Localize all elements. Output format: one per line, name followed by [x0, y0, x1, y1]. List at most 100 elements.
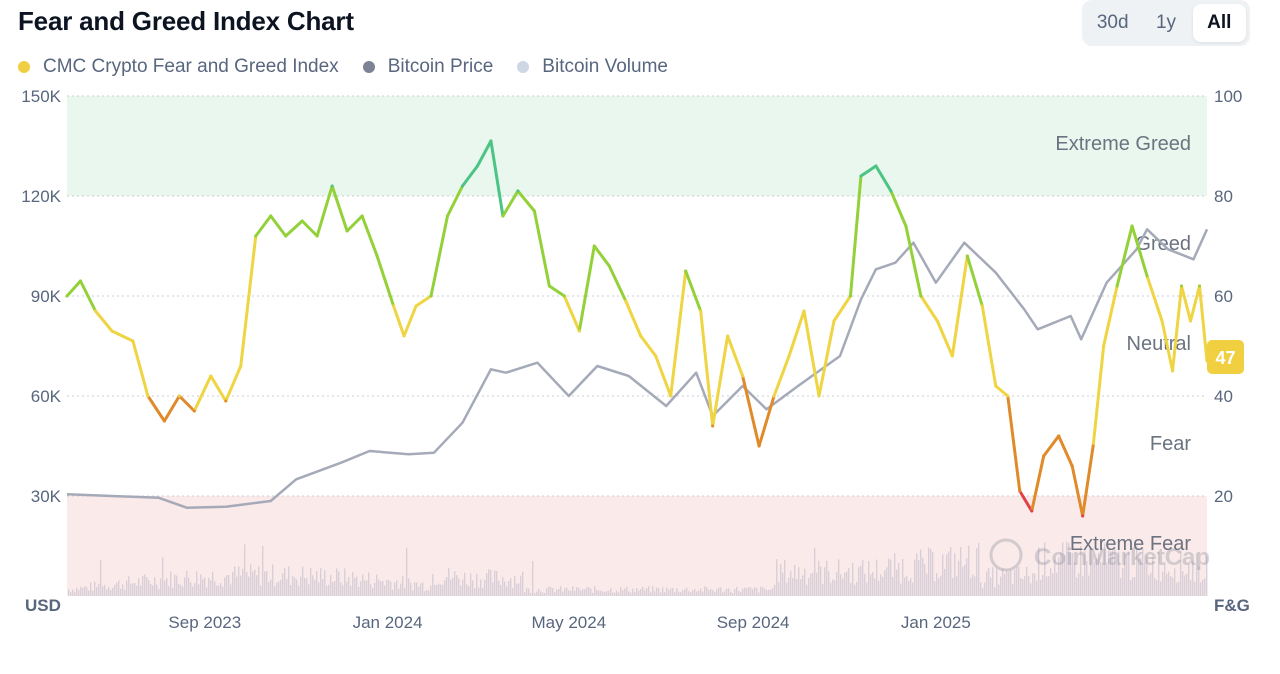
volume-bar [446, 577, 448, 596]
volume-bar [1138, 559, 1140, 596]
volume-bar [238, 566, 240, 596]
volume-bar [172, 588, 174, 596]
zone-label-text: Fear [1150, 433, 1191, 455]
volume-bar [966, 558, 968, 596]
volume-bar [764, 588, 766, 596]
volume-bar [258, 566, 260, 596]
volume-bar [710, 589, 712, 596]
fear-greed-segment [1180, 284, 1193, 323]
range-button-1y[interactable]: 1y [1155, 12, 1177, 33]
volume-bar [1094, 562, 1096, 596]
volume-bar [92, 590, 94, 596]
volume-bar [1122, 567, 1124, 596]
range-button-all[interactable]: All [1192, 4, 1246, 42]
fear-greed-segment [300, 219, 319, 238]
fear-greed-segment [817, 319, 836, 398]
y-axis-right-tick: 20 [1214, 487, 1233, 506]
volume-bar [136, 585, 138, 596]
volume-bar [104, 584, 106, 596]
volume-bar [106, 589, 108, 596]
y-axis-right-tick: 100 [1214, 87, 1242, 106]
legend-label: Bitcoin Price [387, 56, 494, 77]
y-axis-right-tick: 80 [1214, 187, 1233, 206]
fear-greed-point [360, 214, 364, 218]
volume-bar [68, 589, 70, 596]
volume-bar [586, 587, 588, 596]
volume-bar [424, 591, 426, 596]
legend-item-bitcoin-volume[interactable]: Bitcoin Volume [517, 56, 668, 78]
volume-bar [88, 590, 90, 596]
volume-bar [622, 590, 624, 596]
legend-item-fear-greed[interactable]: CMC Crypto Fear and Greed Index [18, 56, 339, 78]
x-axis-tick: Sep 2023 [168, 613, 241, 632]
volume-bar [728, 588, 730, 596]
volume-bar [998, 584, 1000, 596]
volume-bar [686, 587, 688, 596]
x-axis-tick: May 2024 [532, 613, 607, 632]
volume-bar [206, 587, 208, 596]
range-button-30d[interactable]: 30d [1096, 12, 1129, 33]
volume-bar [264, 571, 266, 596]
volume-bar [942, 554, 944, 596]
fear-greed-segment [607, 264, 628, 303]
volume-bar [412, 590, 414, 596]
fear-greed-point [501, 214, 505, 218]
volume-bar [544, 592, 546, 596]
volume-bar [194, 583, 196, 596]
fear-greed-segment [392, 304, 406, 338]
fear-greed-segment [547, 284, 566, 298]
volume-bar [186, 571, 188, 596]
volume-bar [1152, 557, 1154, 596]
volume-bar [682, 590, 684, 596]
volume-bar [838, 559, 840, 596]
volume-bar [1136, 545, 1138, 596]
volume-bar [112, 587, 114, 596]
volume-bar [900, 583, 902, 596]
volume-bar [1104, 543, 1106, 596]
fear-greed-point [684, 269, 688, 273]
volume-bar [822, 583, 824, 596]
legend-item-bitcoin-price[interactable]: Bitcoin Price [362, 56, 494, 78]
volume-bar [938, 578, 940, 596]
fear-greed-point [532, 209, 536, 213]
volume-bar [214, 581, 216, 596]
volume-bar [808, 578, 810, 596]
volume-bar [128, 576, 130, 596]
volume-bar [1066, 541, 1068, 596]
volume-bar [394, 582, 396, 596]
fear-greed-segment [146, 394, 166, 423]
volume-bar [1016, 567, 1018, 596]
volume-bar [550, 586, 552, 596]
volume-bar [596, 589, 598, 596]
volume-bar [626, 586, 628, 596]
fear-greed-point [817, 394, 821, 398]
volume-bar [820, 566, 822, 596]
volume-bar [564, 588, 566, 596]
volume-bar [114, 584, 116, 596]
fear-greed-point [699, 309, 703, 313]
volume-bar [248, 576, 250, 596]
volume-bar [558, 589, 560, 596]
volume-bar [154, 577, 156, 596]
fear-greed-segment [639, 334, 658, 358]
volume-bar [1048, 575, 1050, 596]
volume-bar [1040, 579, 1042, 596]
volume-bar [494, 570, 496, 596]
fear-greed-segment [330, 184, 349, 233]
volume-bar [464, 572, 466, 596]
volume-bar [956, 575, 958, 596]
volume-bar [1148, 575, 1150, 596]
volume-bar [1156, 579, 1158, 596]
volume-bar [748, 587, 750, 596]
volume-bar [1042, 574, 1044, 596]
x-axis-tick: Jan 2025 [901, 613, 971, 632]
volume-bar [1194, 581, 1196, 596]
fear-greed-point [654, 354, 658, 358]
fear-greed-segment [772, 354, 791, 398]
fear-greed-point [209, 374, 213, 378]
volume-bar [422, 582, 424, 596]
volume-bar [340, 582, 342, 596]
volume-bar [796, 579, 798, 596]
volume-bar [212, 571, 214, 596]
